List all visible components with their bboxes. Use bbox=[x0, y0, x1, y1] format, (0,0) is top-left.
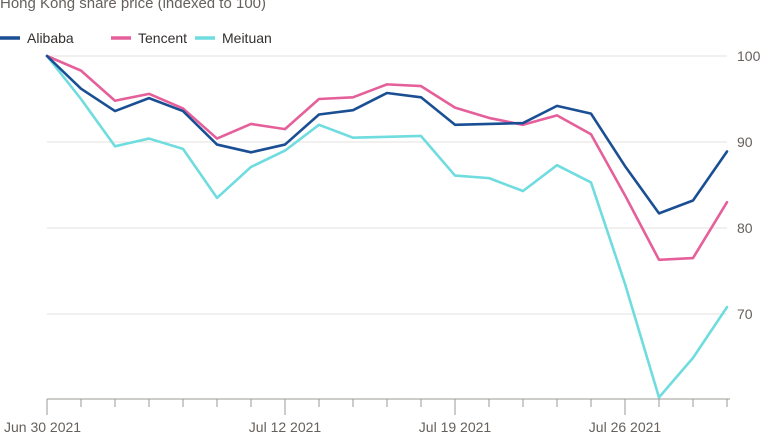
x-axis: Jun 30 2021 Jul 12 2021 Jul 19 2021 Jul 26 … bbox=[4, 398, 730, 432]
legend-item-meituan: Meituan bbox=[195, 30, 272, 46]
y-tick-label: 80 bbox=[737, 220, 753, 236]
legend-label-alibaba: Alibaba bbox=[27, 30, 74, 46]
series-alibaba bbox=[45, 54, 729, 215]
series-line-meituan bbox=[45, 54, 729, 399]
x-tick-label: Jun 30 2021 bbox=[4, 419, 81, 432]
series-line-alibaba bbox=[45, 54, 729, 215]
x-tick-label: Jul 26 2021 bbox=[589, 419, 662, 432]
x-tick-label: Jul 19 2021 bbox=[419, 419, 492, 432]
x-tick-label: Jul 12 2021 bbox=[249, 419, 322, 432]
legend-label-tencent: Tencent bbox=[138, 30, 187, 46]
y-tick-label: 70 bbox=[737, 306, 753, 322]
legend-label-meituan: Meituan bbox=[222, 30, 272, 46]
series-lines bbox=[45, 54, 729, 399]
legend-item-tencent: Tencent bbox=[111, 30, 187, 46]
y-tick-label: 100 bbox=[737, 48, 761, 64]
y-tick-label: 90 bbox=[737, 134, 753, 150]
legend-item-alibaba: Alibaba bbox=[0, 30, 74, 46]
chart-title: Hong Kong share price (indexed to 100) bbox=[0, 0, 266, 12]
series-meituan bbox=[45, 54, 729, 399]
series-line-tencent bbox=[45, 54, 729, 262]
series-tencent bbox=[45, 54, 729, 262]
legend: Alibaba Tencent Meituan bbox=[0, 30, 272, 46]
y-axis: 70 80 90 100 bbox=[737, 48, 761, 322]
